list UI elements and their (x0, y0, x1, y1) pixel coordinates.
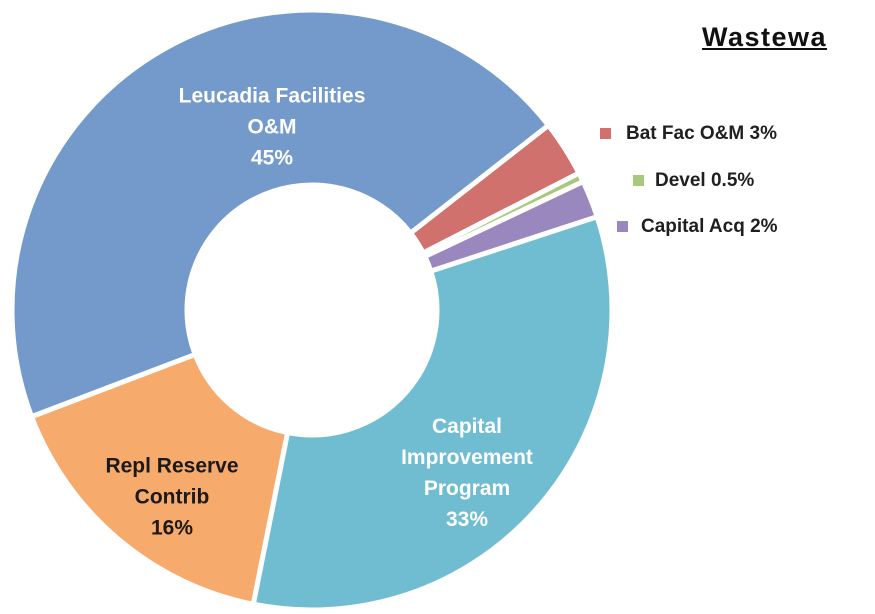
chart-title: Wastewa (702, 22, 828, 52)
slice-name: Leucadia Facilities O&M (178, 84, 366, 139)
legend-entry: Devel 0.5% (655, 170, 754, 192)
slice-value: 16% (150, 516, 194, 540)
slice-label: Leucadia Facilities O&M 45% (177, 81, 367, 174)
slice-name: Repl Reserve Contrib (105, 454, 239, 509)
slice-value: 33% (445, 508, 489, 531)
legend-swatch (617, 221, 628, 232)
slice-label: Repl Reserve Contrib 16% (92, 451, 252, 544)
legend-value: 3% (749, 123, 777, 144)
donut-slice (250, 213, 615, 613)
donut-slice (28, 351, 291, 608)
legend-swatch (633, 175, 644, 186)
legend-value: 2% (750, 216, 778, 237)
legend-name: Devel (655, 170, 706, 191)
donut-slice (9, 7, 552, 420)
legend-swatch (600, 128, 611, 139)
legend-value: 0.5% (710, 170, 755, 191)
legend-entry: Bat Fac O&M 3% (626, 123, 777, 145)
legend-entry: Capital Acq 2% (641, 216, 778, 238)
slice-value: 45% (250, 146, 294, 170)
slice-name: Capital Improvement Program (401, 415, 533, 500)
legend-name: Capital Acq (641, 216, 745, 237)
legend-name: Bat Fac O&M (626, 123, 745, 144)
slice-label: Capital Improvement Program 33% (392, 411, 542, 535)
